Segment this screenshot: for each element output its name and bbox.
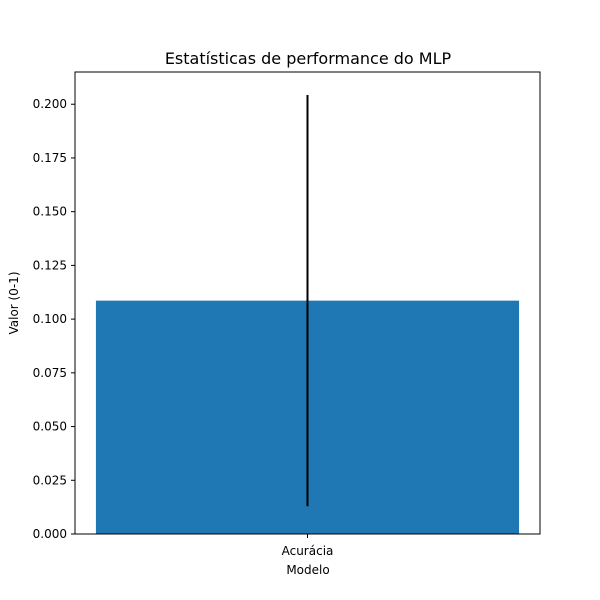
y-tick-label: 0.125 <box>33 258 67 272</box>
y-axis-ticks: 0.000 0.025 0.050 0.075 0.100 0.125 0.150 0.175… <box>33 97 75 541</box>
y-tick-label: 0.100 <box>33 312 67 326</box>
x-axis-ticks: Acurácia <box>282 534 334 558</box>
y-tick-label: 0.150 <box>33 205 67 219</box>
x-tick-label: Acurácia <box>282 544 334 558</box>
y-tick-label: 0.000 <box>33 527 67 541</box>
x-axis-label: Modelo <box>286 563 329 577</box>
y-tick-label: 0.075 <box>33 366 67 380</box>
y-tick-label: 0.200 <box>33 97 67 111</box>
chart-title: Estatísticas de performance do MLP <box>165 49 452 68</box>
y-tick-label: 0.050 <box>33 420 67 434</box>
y-tick-label: 0.025 <box>33 473 67 487</box>
y-axis-label: Valor (0-1) <box>7 271 21 334</box>
y-tick-label: 0.175 <box>33 151 67 165</box>
plot-frame <box>74 71 541 535</box>
